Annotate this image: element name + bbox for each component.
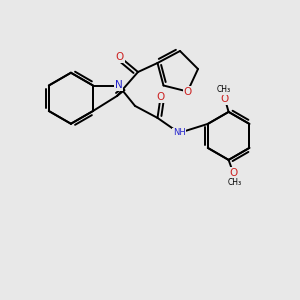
Text: O: O bbox=[183, 86, 192, 97]
Text: O: O bbox=[156, 92, 165, 103]
Text: O: O bbox=[116, 52, 124, 62]
Text: N: N bbox=[115, 80, 122, 91]
Text: CH₃: CH₃ bbox=[227, 178, 242, 187]
Text: CH₃: CH₃ bbox=[216, 85, 231, 94]
Text: O: O bbox=[229, 167, 237, 178]
Text: O: O bbox=[221, 94, 229, 104]
Text: NH: NH bbox=[173, 128, 185, 137]
